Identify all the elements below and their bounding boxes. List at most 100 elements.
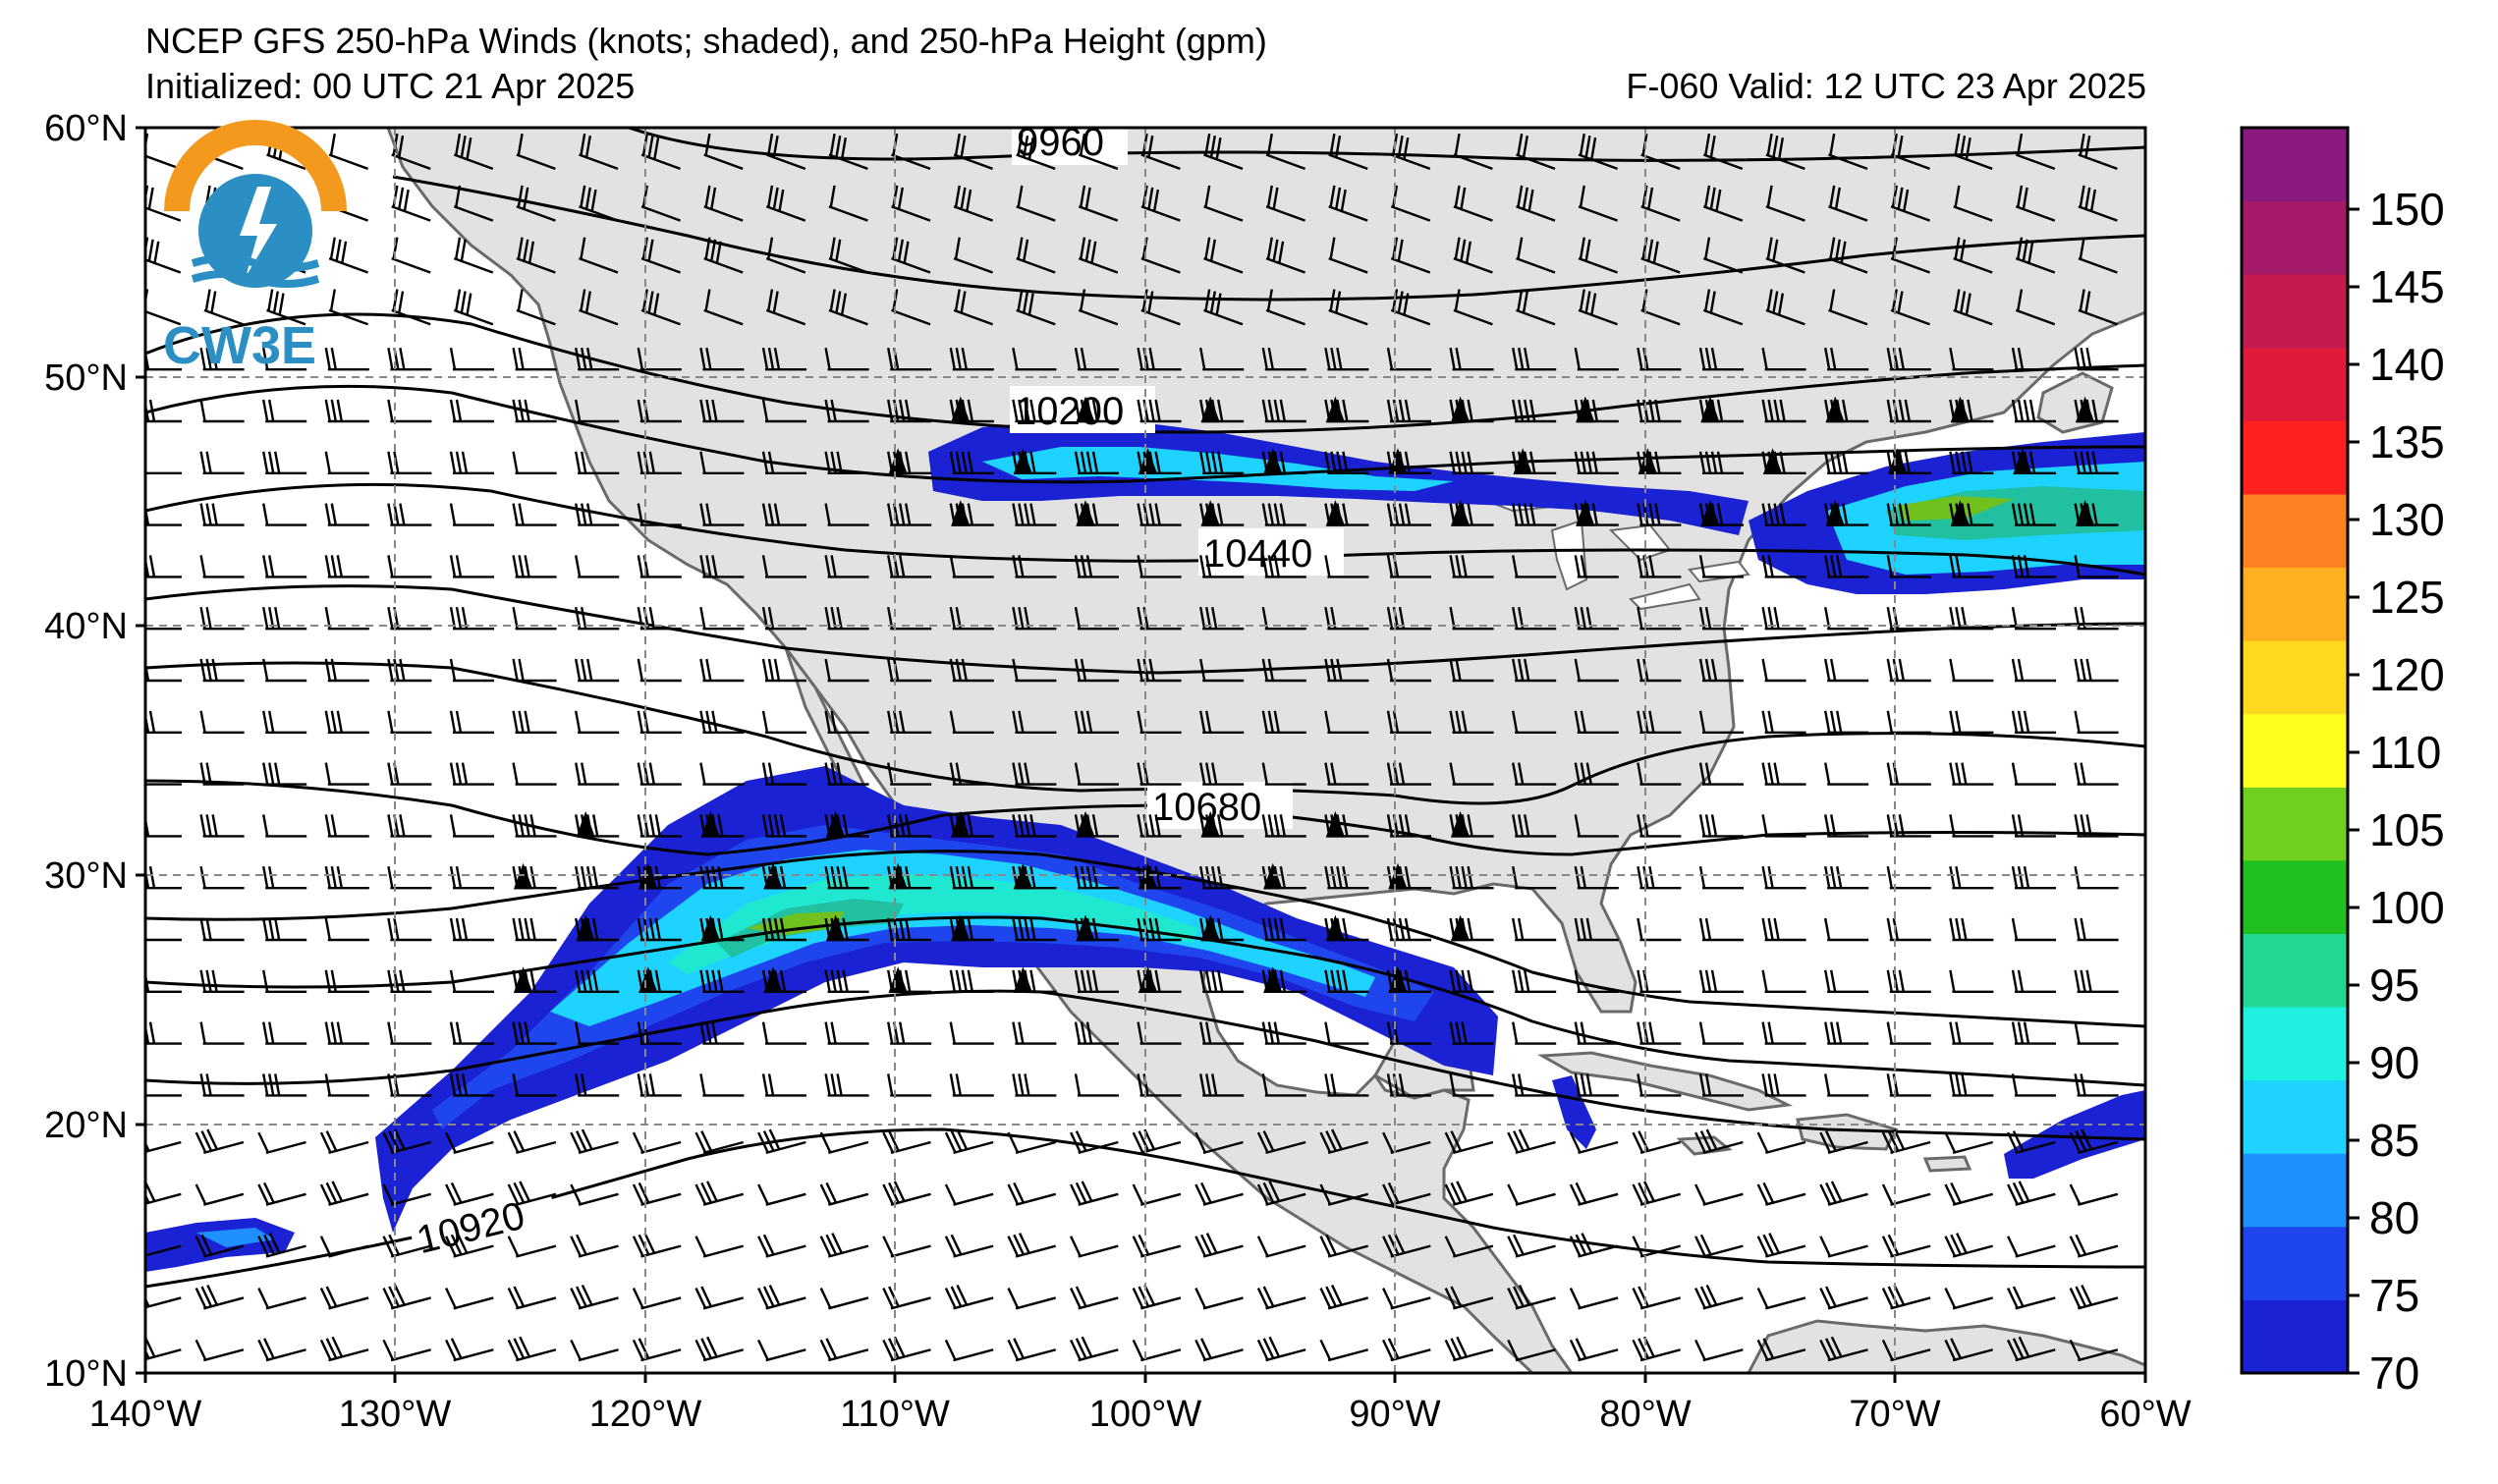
wind-barb <box>824 762 869 786</box>
wind-barb <box>828 289 868 326</box>
wind-barb <box>262 347 307 371</box>
wind-barb <box>1698 710 1744 734</box>
cw3e-logo: CW3E <box>163 120 347 375</box>
longitude-labels: 140°W 130°W 120°W 110°W 100°W 90°W 80°W … <box>89 1394 2192 1435</box>
wind-barb <box>2069 1339 2119 1362</box>
wind-barb <box>699 1073 745 1097</box>
wind-barb <box>1132 1183 1182 1206</box>
wind-barb <box>1637 917 1682 942</box>
wind-barb <box>575 810 620 838</box>
colorbar-label: 70 <box>2369 1347 2419 1399</box>
wind-barb <box>949 500 994 526</box>
lightning-icon <box>240 187 277 277</box>
colorbar-ticks <box>2348 207 2359 1375</box>
wind-barb <box>887 862 932 890</box>
wind-barb <box>1324 555 1369 578</box>
wind-barb <box>1203 185 1244 222</box>
wind-barb <box>1761 555 1806 578</box>
wind-barb <box>1007 1338 1057 1362</box>
wind-barb <box>765 133 806 170</box>
wind-barb <box>949 865 994 890</box>
wind-barb <box>145 1130 182 1155</box>
wind-barb <box>949 347 994 371</box>
wind-barb <box>1574 396 1619 423</box>
wind-barb <box>1012 814 1057 838</box>
wind-barb <box>449 658 494 683</box>
wind-barb <box>1698 1021 1744 1045</box>
wind-barb <box>1386 862 1431 890</box>
colorbar-labels: 70 75 80 85 90 95 100 105 110 120 125 13… <box>2369 184 2445 1399</box>
colorbar-label: 120 <box>2369 649 2445 700</box>
wind-barb <box>262 555 307 578</box>
wind-barb <box>1324 762 1369 786</box>
wind-barb <box>2007 1286 2056 1310</box>
wind-barb <box>1386 347 1431 371</box>
wind-barb <box>1512 1021 1557 1045</box>
wind-barb <box>1698 500 1744 526</box>
wind-barb <box>1007 1288 1057 1310</box>
wind-barb <box>2074 969 2119 993</box>
wind-barb <box>761 862 806 890</box>
wind-barb <box>1698 969 1744 993</box>
wind-barb <box>575 710 620 734</box>
colorbar-cell <box>2242 713 2348 788</box>
wind-barb <box>1012 1021 1057 1045</box>
wind-barb <box>328 237 369 274</box>
wind-barb <box>2015 289 2056 326</box>
wind-barb <box>694 1181 745 1206</box>
wind-barb <box>1386 814 1431 838</box>
wind-barb <box>199 555 245 578</box>
wind-barb <box>199 503 245 526</box>
wind-barb <box>887 917 932 942</box>
wind-barb <box>1328 133 1368 170</box>
map-panel: 9960 10200 10440 10680 10920 <box>145 128 2145 1373</box>
wind-barb <box>507 1286 557 1310</box>
wind-barb <box>1574 917 1619 942</box>
wind-barb <box>694 1336 745 1362</box>
wind-barb <box>1824 865 1869 890</box>
colorbar-label: 95 <box>2369 960 2419 1011</box>
wind-barb <box>761 451 806 474</box>
wind-barb <box>1324 658 1369 683</box>
wind-barb <box>1756 1182 1806 1206</box>
wind-barb <box>1578 185 1619 222</box>
wind-barb <box>949 555 994 578</box>
wind-barb <box>944 1339 994 1362</box>
wind-barb <box>1261 710 1306 734</box>
wind-barb <box>2078 185 2118 222</box>
wind-barb <box>1449 451 1494 474</box>
wind-barb <box>507 1181 557 1206</box>
wind-barb <box>1453 237 1493 274</box>
wind-barb <box>632 1288 682 1310</box>
wind-barb <box>575 503 620 526</box>
wind-barb <box>575 1073 620 1097</box>
colorbar-label: 130 <box>2369 494 2445 545</box>
logo-sun-arc <box>164 120 347 212</box>
wind-barb <box>449 555 494 578</box>
wind-barb <box>382 1128 432 1155</box>
wind-barb <box>1319 1284 1369 1310</box>
wind-barb <box>949 762 994 786</box>
logo-wave <box>191 254 320 272</box>
wind-barb <box>699 1021 745 1045</box>
wind-barb <box>324 710 369 734</box>
wind-barb <box>1761 606 1806 631</box>
wind-barb <box>1074 1021 1119 1045</box>
wind-barb <box>453 133 494 170</box>
wind-barb <box>1512 399 1557 423</box>
wind-barb <box>1444 1236 1494 1258</box>
wind-barb <box>319 1336 369 1362</box>
wind-barb <box>1078 133 1119 170</box>
wind-barb <box>1756 1338 1806 1362</box>
wind-barb <box>632 1338 682 1362</box>
wind-barb <box>319 1181 369 1206</box>
wind-barb <box>1265 133 1306 170</box>
wind-barb <box>1328 289 1368 326</box>
wind-barb <box>453 289 494 326</box>
wind-barb <box>1702 237 1744 274</box>
wind-barb <box>1574 814 1619 838</box>
colorbar-label: 75 <box>2369 1270 2419 1321</box>
wind-barb <box>1761 762 1806 786</box>
wind-barb <box>1265 237 1306 274</box>
wind-barb <box>1881 1284 1931 1310</box>
